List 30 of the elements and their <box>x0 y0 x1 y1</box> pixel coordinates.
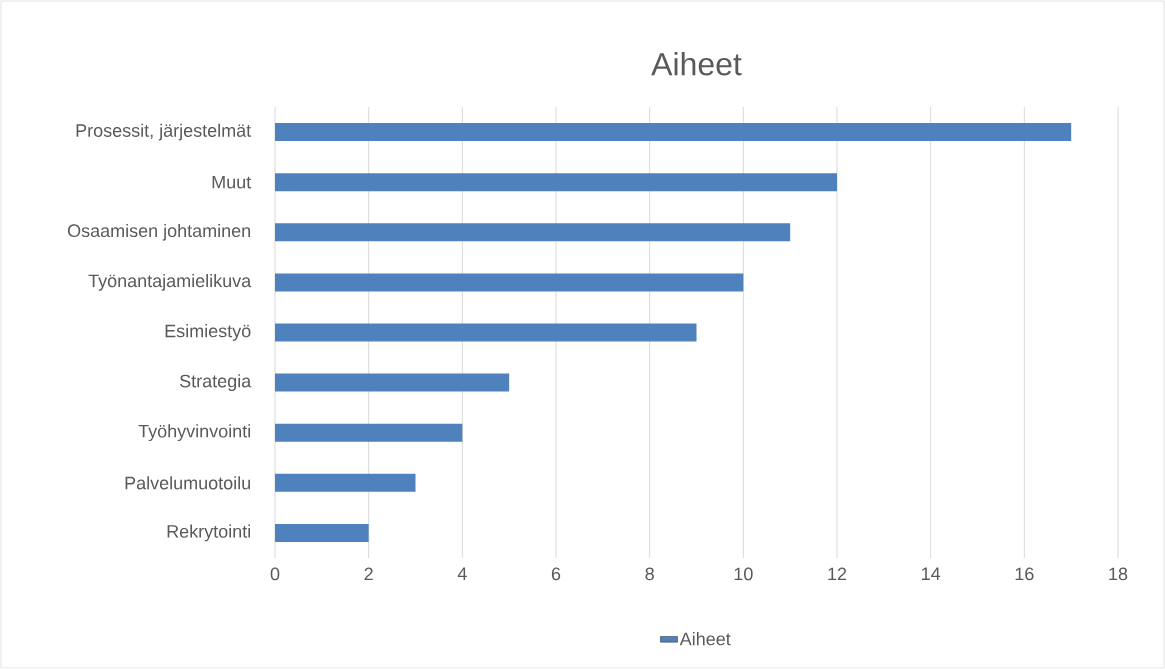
bar <box>275 373 510 392</box>
y-tick-label: Prosessit, järjestelmät <box>76 123 252 141</box>
bar <box>275 223 791 242</box>
x-tick-label: 4 <box>457 567 467 580</box>
y-tick-label: Esimiestyö <box>165 324 251 341</box>
bar <box>275 123 1072 142</box>
bar <box>275 523 369 542</box>
x-tick-label: 10 <box>734 567 753 581</box>
x-tick-label: 8 <box>645 567 654 581</box>
y-tick-label: Työnantajamielikuva <box>88 273 252 291</box>
y-tick-label: Strategia <box>179 374 252 391</box>
bar <box>275 173 837 192</box>
x-tick-label: 12 <box>828 567 847 581</box>
x-tick-label: 18 <box>1109 567 1128 581</box>
x-tick-label: 14 <box>922 567 941 580</box>
legend-label: Aiheet <box>679 632 731 646</box>
y-tick-label: Muut <box>212 175 252 189</box>
x-tick-label: 16 <box>1015 567 1034 581</box>
x-tick-label: 0 <box>270 567 280 581</box>
bar <box>275 273 744 292</box>
y-tick-label: Työhyvinvointi <box>138 424 250 442</box>
x-tick-label: 2 <box>364 567 373 581</box>
y-tick-label: Osaamisen johtaminen <box>67 223 250 241</box>
bar <box>275 323 697 342</box>
x-tick-label: 6 <box>551 567 561 581</box>
chart-title: Aiheet <box>651 51 742 76</box>
bar <box>275 423 463 442</box>
bar <box>275 473 416 492</box>
y-tick-label: Rekrytointi <box>167 524 250 542</box>
y-tick-label: Palvelumuotoilu <box>125 476 250 490</box>
